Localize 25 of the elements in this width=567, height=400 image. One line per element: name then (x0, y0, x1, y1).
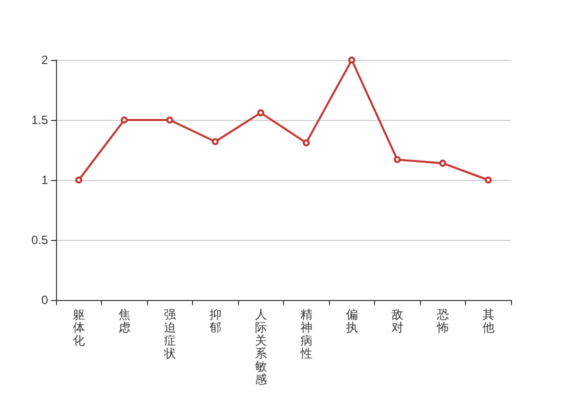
point (120, 116, 128, 124)
y-tick-label: 1 (41, 173, 48, 187)
x-tick-label: 恐怖 (436, 308, 449, 334)
x-tick-label: 抑郁 (209, 308, 222, 334)
y-tick-label: 2 (41, 53, 48, 67)
x-tick-label: 偏执 (346, 308, 358, 334)
x-tick-label: 躯体化 (72, 308, 85, 348)
x-tick-label: 人际关系敏感 (254, 308, 267, 386)
point (75, 176, 82, 184)
point (166, 116, 174, 124)
y-tick-label: 0 (41, 293, 48, 307)
x-tick-label: 敌对 (391, 308, 404, 334)
point (394, 156, 401, 164)
x-tick-label: 精神病性 (299, 308, 312, 360)
x-tick-label: 焦虑 (118, 308, 130, 334)
point (257, 109, 264, 116)
y-tick-label: 0.5 (31, 233, 48, 247)
point (212, 138, 219, 146)
point (348, 56, 356, 64)
y-tick-label: 1.5 (31, 113, 48, 127)
point (484, 176, 492, 184)
point (302, 139, 310, 146)
x-tick-label: 强迫症状 (162, 308, 176, 360)
x-tick-label: 其他 (482, 308, 494, 334)
point (439, 160, 446, 167)
